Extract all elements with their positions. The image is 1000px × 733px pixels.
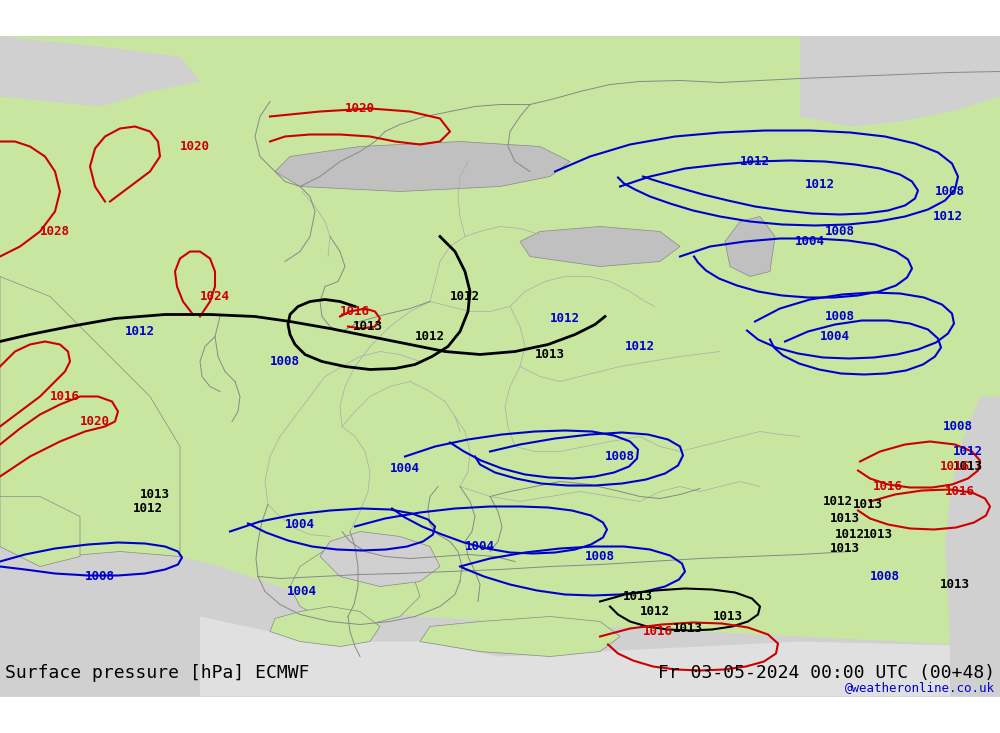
Text: Surface pressure [hPa] ECMWF: Surface pressure [hPa] ECMWF: [5, 663, 310, 682]
Polygon shape: [0, 496, 80, 567]
Text: 1012: 1012: [415, 330, 445, 343]
Text: 1004: 1004: [390, 462, 420, 475]
Polygon shape: [270, 606, 380, 647]
Text: 1013: 1013: [353, 320, 383, 333]
Text: 1016: 1016: [945, 485, 975, 498]
Text: 1008: 1008: [585, 550, 615, 563]
Text: 1016: 1016: [50, 390, 80, 403]
Text: 1013: 1013: [673, 622, 703, 635]
Text: 1016: 1016: [873, 480, 903, 493]
Text: 1024: 1024: [200, 290, 230, 303]
Text: 1028: 1028: [40, 225, 70, 238]
Polygon shape: [945, 397, 1000, 696]
Text: 1013: 1013: [830, 542, 860, 555]
Text: 1016: 1016: [940, 460, 970, 473]
Text: 1012: 1012: [450, 290, 480, 303]
Polygon shape: [0, 517, 200, 696]
Polygon shape: [320, 531, 440, 586]
Text: 1012: 1012: [933, 210, 963, 223]
Polygon shape: [290, 537, 420, 627]
Text: 1013: 1013: [140, 488, 170, 501]
Text: 1013: 1013: [863, 528, 893, 541]
Polygon shape: [0, 276, 180, 556]
Polygon shape: [0, 37, 1000, 647]
Text: 1008: 1008: [85, 570, 115, 583]
Text: 1013: 1013: [830, 512, 860, 525]
Polygon shape: [0, 37, 200, 106]
Text: Fr 03-05-2024 00:00 UTC (00+48): Fr 03-05-2024 00:00 UTC (00+48): [658, 663, 995, 682]
Text: 1012: 1012: [835, 528, 865, 541]
Text: 1012: 1012: [640, 605, 670, 618]
Text: 1012: 1012: [125, 325, 155, 338]
Text: 1012: 1012: [805, 178, 835, 191]
Text: 1013: 1013: [535, 348, 565, 361]
Text: 1012: 1012: [550, 312, 580, 325]
Text: 1012: 1012: [133, 502, 163, 515]
Polygon shape: [800, 37, 1000, 127]
Text: 1004: 1004: [287, 585, 317, 598]
Text: 1020: 1020: [345, 102, 375, 115]
Text: 1020: 1020: [180, 140, 210, 153]
Text: 1012: 1012: [625, 340, 655, 353]
Text: 1016: 1016: [340, 305, 370, 318]
Polygon shape: [420, 616, 620, 657]
Polygon shape: [275, 141, 570, 191]
Text: 1013: 1013: [623, 590, 653, 603]
Text: @weatheronline.co.uk: @weatheronline.co.uk: [845, 682, 995, 694]
Text: 1004: 1004: [465, 540, 495, 553]
Text: 1012: 1012: [823, 495, 853, 508]
Text: 1004: 1004: [820, 330, 850, 343]
Text: 1008: 1008: [270, 355, 300, 368]
Text: 1008: 1008: [605, 450, 635, 463]
Text: 1008: 1008: [943, 420, 973, 433]
Text: 1020: 1020: [80, 415, 110, 428]
Text: 1004: 1004: [285, 518, 315, 531]
Polygon shape: [520, 226, 680, 267]
Text: 1004: 1004: [795, 235, 825, 248]
Text: 1013: 1013: [853, 498, 883, 511]
Text: 1008: 1008: [870, 570, 900, 583]
Text: 1012: 1012: [953, 445, 983, 458]
Text: 1008: 1008: [825, 225, 855, 238]
Polygon shape: [725, 216, 775, 276]
Polygon shape: [0, 576, 1000, 696]
Text: 1013: 1013: [713, 610, 743, 623]
Text: 1013: 1013: [940, 578, 970, 591]
Text: 1012: 1012: [740, 155, 770, 168]
Text: 1008: 1008: [825, 310, 855, 323]
Text: 1016: 1016: [643, 625, 673, 638]
Text: 1013: 1013: [953, 460, 983, 473]
Text: 1008: 1008: [935, 185, 965, 198]
